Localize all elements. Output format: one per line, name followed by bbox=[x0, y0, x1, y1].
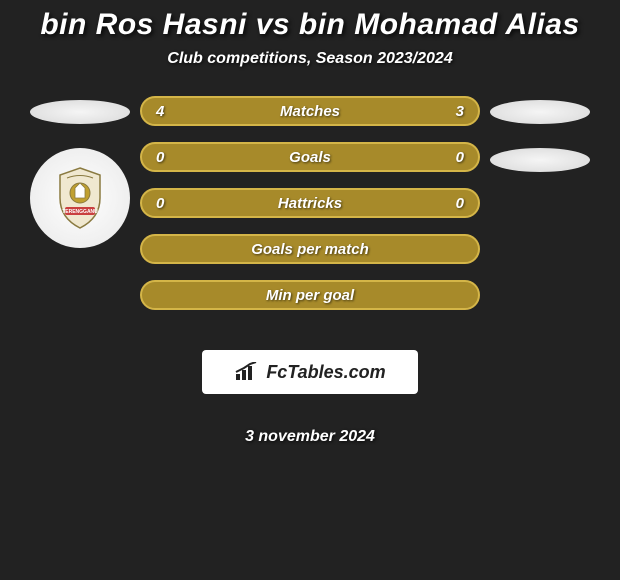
stat-left-value: 0 bbox=[156, 149, 164, 166]
brand-text: FcTables.com bbox=[266, 362, 385, 383]
stat-bar-goals: 0 Goals 0 bbox=[140, 142, 480, 172]
stat-label: Matches bbox=[280, 103, 340, 120]
player-placeholder-ellipse bbox=[30, 100, 130, 124]
brand-logo-box[interactable]: FcTables.com bbox=[202, 350, 418, 394]
stat-label: Goals per match bbox=[251, 241, 369, 258]
team-logo-left: TERENGGANU bbox=[30, 148, 130, 248]
stat-right-value: 0 bbox=[456, 195, 464, 212]
team-placeholder-ellipse bbox=[490, 148, 590, 172]
stat-label: Hattricks bbox=[278, 195, 342, 212]
right-player-column bbox=[480, 96, 600, 172]
stat-bar-matches: 4 Matches 3 bbox=[140, 96, 480, 126]
stat-bar-goals-per-match: Goals per match bbox=[140, 234, 480, 264]
stat-right-value: 3 bbox=[456, 103, 464, 120]
stat-bar-hattricks: 0 Hattricks 0 bbox=[140, 188, 480, 218]
chart-icon bbox=[234, 362, 260, 382]
stat-left-value: 4 bbox=[156, 103, 164, 120]
comparison-widget: bin Ros Hasni vs bin Mohamad Alias Club … bbox=[0, 0, 620, 446]
stat-bar-min-per-goal: Min per goal bbox=[140, 280, 480, 310]
left-player-column: TERENGGANU bbox=[20, 96, 140, 248]
page-title: bin Ros Hasni vs bin Mohamad Alias bbox=[0, 8, 620, 42]
stat-right-value: 0 bbox=[456, 149, 464, 166]
crest-icon: TERENGGANU bbox=[45, 163, 115, 233]
stats-column: 4 Matches 3 0 Goals 0 0 Hattricks 0 Goal… bbox=[140, 96, 480, 446]
stat-label: Goals bbox=[289, 149, 331, 166]
stat-left-value: 0 bbox=[156, 195, 164, 212]
svg-text:TERENGGANU: TERENGGANU bbox=[62, 209, 98, 215]
stat-label: Min per goal bbox=[266, 287, 354, 304]
date-text: 3 november 2024 bbox=[245, 428, 375, 446]
subtitle: Club competitions, Season 2023/2024 bbox=[0, 50, 620, 68]
main-content: TERENGGANU 4 Matches 3 0 Goals 0 0 Hattr… bbox=[0, 96, 620, 446]
player-placeholder-ellipse bbox=[490, 100, 590, 124]
